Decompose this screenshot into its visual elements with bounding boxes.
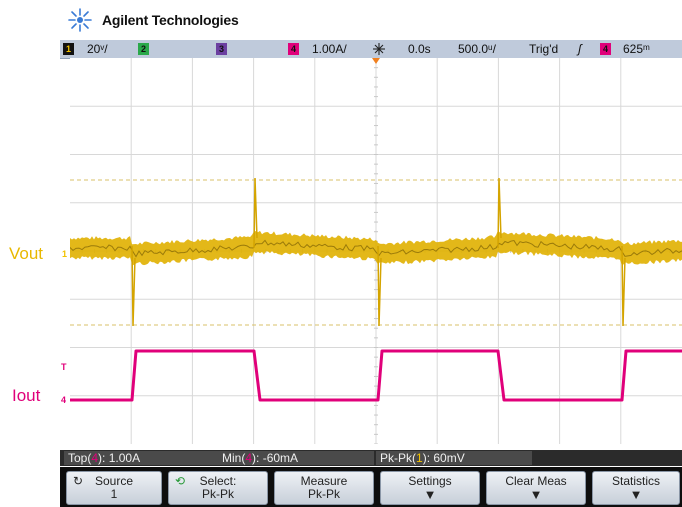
channel-4-trigger-marker[interactable]: T (61, 362, 67, 372)
source-button[interactable]: ↻ Source 1 (66, 471, 162, 505)
brand-name: Agilent Technologies (102, 12, 239, 28)
measurement-bar: Top(4): 1.00A Min(4): -60mA Pk-Pk(1): 60… (60, 450, 682, 466)
channel-4-scale: 1.00A/ (312, 42, 347, 56)
agilent-spark-icon (68, 8, 92, 32)
vout-transient-spike (253, 177, 258, 249)
waveform-canvas (70, 58, 682, 444)
trigger-status: Trig'd (529, 42, 559, 56)
vout-transient-spike (497, 177, 502, 249)
iout-label: Iout (12, 386, 41, 405)
delay-icon (371, 40, 387, 58)
submenu-arrow-icon: ▼ (629, 487, 643, 502)
vout-transient-dip (621, 245, 626, 327)
channel-1-ground-marker[interactable]: 1 (62, 249, 68, 259)
trigger-source-badge: 4 (600, 43, 611, 55)
softkey-bar: ↻ Source 1 ⟲ Select: Pk-Pk Measure Pk-Pk… (60, 467, 682, 507)
measurement-min: Min(4): -60mA (218, 451, 374, 465)
iout-trace (70, 349, 682, 402)
vout-label: Vout (9, 244, 44, 263)
channel-status-bar: 1 20ᵛ/ 2 3 4 1.00A/ 0.0s 500.0ᵘ/ Trig'd … (60, 40, 682, 59)
settings-button[interactable]: Settings ▼ (380, 471, 480, 505)
measurement-pkpk: Pk-Pk(1): 60mV (376, 451, 532, 465)
submenu-arrow-icon: ▼ (423, 487, 437, 502)
statistics-button[interactable]: Statistics ▼ (592, 471, 680, 505)
vout-transient-dip (131, 245, 136, 327)
delay-value[interactable]: 0.0s (408, 42, 431, 56)
waveform-display[interactable] (70, 58, 682, 444)
channel-3-badge: 3 (216, 43, 227, 55)
measurement-top: Top(4): 1.00A (64, 451, 220, 465)
timebase-value[interactable]: 500.0ᵘ/ (458, 42, 496, 56)
submenu-arrow-icon: ▼ (529, 487, 543, 502)
channel-1-scale: 20ᵛ/ (87, 42, 108, 56)
rotate-knob-icon: ↻ (73, 474, 84, 488)
brand-header: Agilent Technologies (68, 6, 239, 34)
trigger-position-marker (372, 58, 380, 64)
select-knob-icon: ⟲ (175, 474, 186, 488)
select-button[interactable]: ⟲ Select: Pk-Pk (168, 471, 268, 505)
trigger-level[interactable]: 625ᵐ (623, 42, 650, 56)
clear-meas-button[interactable]: Clear Meas ▼ (486, 471, 586, 505)
channel-4-badge: 4 (288, 43, 299, 55)
vout-trace-band (70, 230, 682, 266)
channel-1-badge: 1 (63, 43, 74, 55)
trigger-slope-icon[interactable]: ʃ (578, 42, 582, 56)
vout-trace-core (70, 239, 682, 258)
vout-transient-dip (377, 245, 382, 327)
channel-4-ground-marker[interactable]: 4 (61, 395, 67, 405)
measure-button[interactable]: Measure Pk-Pk (274, 471, 374, 505)
channel-2-badge: 2 (138, 43, 149, 55)
